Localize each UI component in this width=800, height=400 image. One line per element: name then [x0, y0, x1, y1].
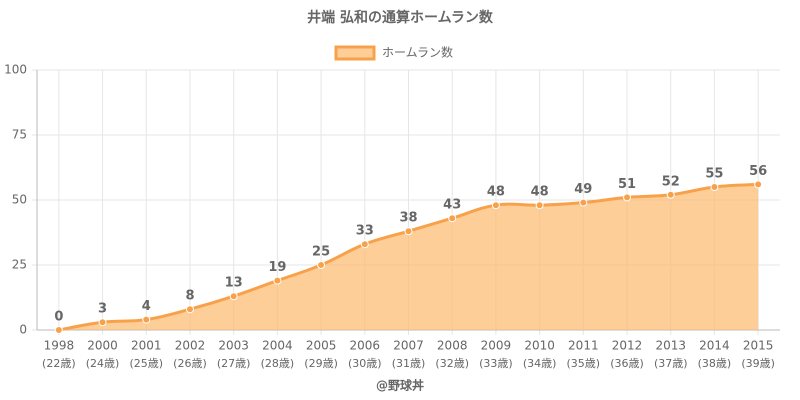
x-tick-label: 2006	[350, 339, 381, 353]
data-label: 0	[54, 310, 63, 325]
data-label: 43	[443, 198, 461, 213]
y-tick-label: 50	[12, 193, 27, 207]
data-label: 8	[185, 289, 194, 304]
x-tick-label: 2000	[87, 339, 118, 353]
chart-title: 井端 弘和の通算ホームラン数	[307, 9, 494, 26]
data-label: 38	[399, 211, 417, 226]
x-tick-sublabel: (35歳)	[567, 357, 601, 370]
point	[98, 318, 107, 327]
y-tick-label: 25	[12, 258, 27, 272]
point	[448, 214, 457, 223]
x-tick-sublabel: (25歳)	[129, 357, 163, 370]
x-tick-sublabel: (38歳)	[698, 357, 732, 370]
data-label: 19	[268, 260, 286, 275]
x-tick-sublabel: (32歳)	[435, 357, 469, 370]
data-label: 25	[312, 245, 330, 260]
x-tick-label: 2007	[393, 339, 424, 353]
x-tick-sublabel: (33歳)	[479, 357, 513, 370]
x-tick-sublabel: (28歳)	[261, 357, 295, 370]
data-label: 55	[705, 167, 723, 182]
x-tick-sublabel: (34歳)	[523, 357, 557, 370]
x-tick-sublabel: (39歳)	[741, 357, 775, 370]
data-label: 49	[574, 182, 592, 197]
x-tick-label: 2005	[306, 339, 337, 353]
x-tick-label: 2015	[743, 339, 774, 353]
x-tick-label: 2012	[612, 339, 643, 353]
point	[229, 292, 238, 301]
data-label: 48	[531, 185, 549, 200]
y-tick-label: 100	[4, 63, 27, 77]
x-tick-label: 2010	[524, 339, 555, 353]
x-tick-sublabel: (22歳)	[42, 357, 76, 370]
x-tick-sublabel: (37歳)	[654, 357, 688, 370]
point	[623, 193, 632, 202]
data-label: 52	[662, 174, 680, 189]
data-label: 3	[98, 302, 107, 317]
x-tick-label: 2002	[175, 339, 206, 353]
source-label: @野球丼	[376, 378, 424, 393]
x-tick-label: 2014	[699, 339, 730, 353]
data-label: 51	[618, 177, 636, 192]
x-tick-sublabel: (27歳)	[217, 357, 251, 370]
x-tick-label: 2008	[437, 339, 468, 353]
x-tick-label: 2001	[131, 339, 162, 353]
y-tick-label: 0	[19, 323, 27, 337]
x-tick-sublabel: (36歳)	[610, 357, 644, 370]
x-tick-label: 2009	[481, 339, 512, 353]
point	[579, 198, 588, 207]
point	[54, 326, 63, 334]
x-tick-sublabel: (29歳)	[304, 357, 338, 370]
x-tick-label: 1998	[44, 339, 75, 353]
point	[360, 240, 369, 249]
legend-swatch	[334, 45, 376, 61]
point	[710, 183, 719, 191]
point	[535, 201, 544, 210]
x-tick-label: 2004	[262, 339, 293, 353]
x-tick-label: 2011	[568, 339, 599, 353]
area	[58, 184, 759, 330]
x-tick-label: 2013	[655, 339, 686, 353]
y-tick-label: 75	[12, 128, 27, 142]
x-tick-sublabel: (24歳)	[86, 357, 120, 370]
point	[273, 276, 282, 285]
data-label: 33	[356, 224, 374, 239]
x-tick-label: 2003	[218, 339, 249, 353]
point	[404, 227, 413, 236]
data-label: 13	[225, 276, 243, 291]
x-tick-sublabel: (31歳)	[392, 357, 426, 370]
point	[491, 201, 500, 210]
data-label: 48	[487, 185, 505, 200]
point	[142, 315, 151, 324]
point	[185, 305, 194, 314]
data-label: 56	[749, 164, 767, 179]
x-tick-sublabel: (30歳)	[348, 357, 382, 370]
x-tick-sublabel: (26歳)	[173, 357, 207, 370]
data-label: 4	[142, 299, 151, 314]
point	[317, 261, 326, 269]
point	[666, 190, 675, 199]
point	[754, 180, 763, 189]
legend-label: ホームラン数	[382, 45, 453, 60]
